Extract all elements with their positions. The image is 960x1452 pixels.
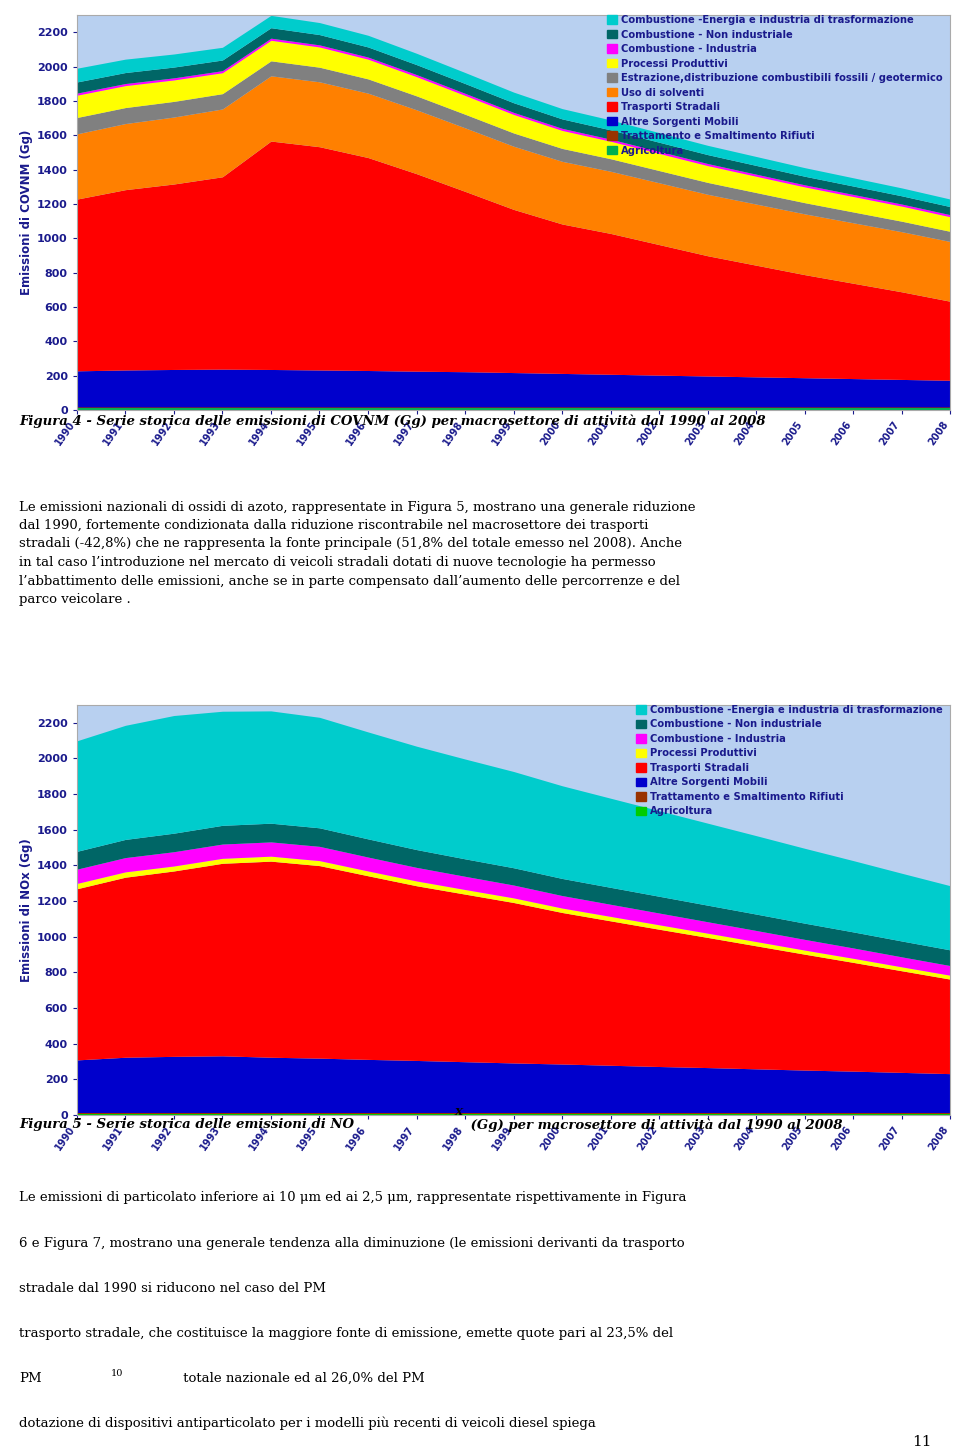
Legend: Combustione -Energia e industria di trasformazione, Combustione - Non industrial: Combustione -Energia e industria di tras… [604,12,946,158]
Text: Figura 4 - Serie storica delle emissioni di COVNM (Gg) per macrosettore di attiv: Figura 4 - Serie storica delle emissioni… [19,415,766,428]
Text: PM: PM [19,1372,42,1385]
Text: stradale dal 1990 si riducono nel caso del PM: stradale dal 1990 si riducono nel caso d… [19,1282,326,1295]
Text: 10: 10 [111,1369,124,1378]
Text: totale nazionale ed al 26,0% del PM: totale nazionale ed al 26,0% del PM [179,1372,424,1385]
Text: (Gg) per macrosettore di attività dal 1990 al 2008: (Gg) per macrosettore di attività dal 19… [467,1118,843,1131]
Text: Le emissioni nazionali di ossidi di azoto, rappresentate in Figura 5, mostrano u: Le emissioni nazionali di ossidi di azot… [19,501,696,605]
Text: dotazione di dispositivi antiparticolato per i modelli più recenti di veicoli di: dotazione di dispositivi antiparticolato… [19,1417,596,1430]
Text: 6 e Figura 7, mostrano una generale tendenza alla diminuzione (le emissioni deri: 6 e Figura 7, mostrano una generale tend… [19,1237,684,1250]
Y-axis label: Emissioni di NOx (Gg): Emissioni di NOx (Gg) [20,838,33,982]
Y-axis label: Emissioni di COVNM (Gg): Emissioni di COVNM (Gg) [20,129,33,295]
Text: 11: 11 [912,1435,932,1449]
Text: Le emissioni di particolato inferiore ai 10 μm ed ai 2,5 μm, rappresentate rispe: Le emissioni di particolato inferiore ai… [19,1192,686,1205]
Text: Figura 5 - Serie storica delle emissioni di NO: Figura 5 - Serie storica delle emissioni… [19,1118,354,1131]
Text: trasporto stradale, che costituisce la maggiore fonte di emissione, emette quote: trasporto stradale, che costituisce la m… [19,1327,673,1340]
Legend: Combustione -Energia e industria di trasformazione, Combustione - Non industrial: Combustione -Energia e industria di tras… [633,701,946,819]
Text: X: X [455,1108,463,1117]
